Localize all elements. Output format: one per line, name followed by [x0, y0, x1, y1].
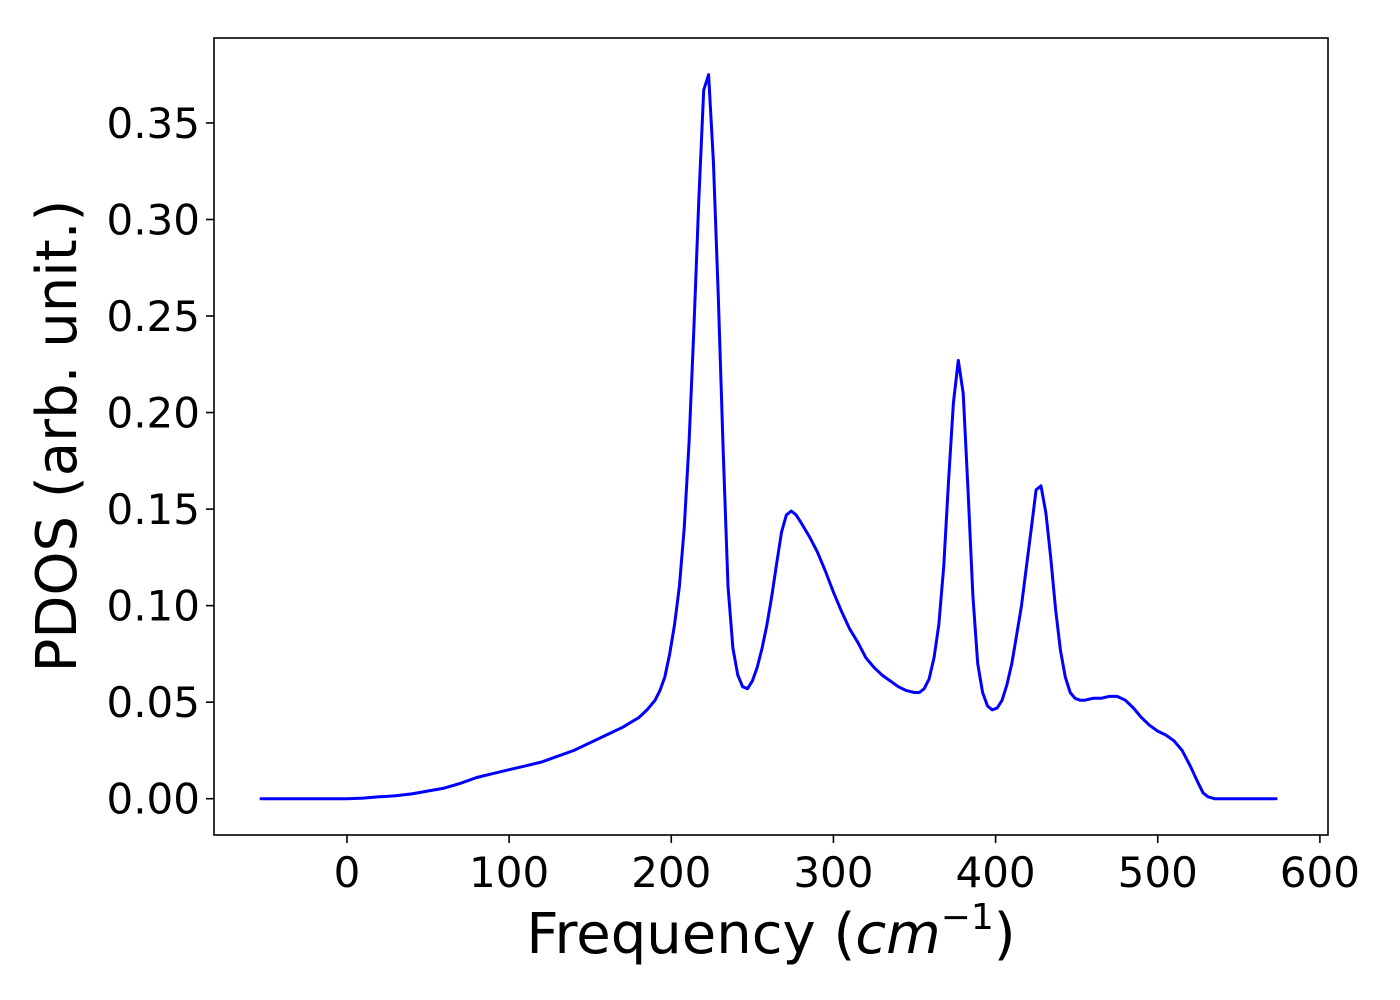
- x-axis-title-close: ): [994, 902, 1016, 967]
- y-tick-label: 0.35: [106, 99, 200, 148]
- x-axis-title-unit: cm: [855, 902, 940, 967]
- x-tick-label: 0: [334, 848, 361, 897]
- y-tick-label: 0.15: [106, 485, 200, 534]
- plot-frame: [213, 37, 1329, 836]
- x-tick-label: 200: [631, 848, 711, 897]
- x-axis-title-exponent: −1: [941, 897, 994, 938]
- y-tick-label: 0.30: [106, 195, 200, 244]
- x-tick-label: 400: [955, 848, 1035, 897]
- x-axis-title: Frequency (cm−1): [526, 897, 1015, 967]
- x-tick-label: 100: [469, 848, 549, 897]
- y-tick-label: 0.05: [106, 678, 200, 727]
- x-tick-label: 600: [1280, 848, 1360, 897]
- x-axis-ticks: 0 100 200 300 400 500 600: [334, 835, 1360, 897]
- series-layer: [259, 73, 1278, 801]
- pdos-series-line: [259, 73, 1278, 801]
- y-axis-ticks: 0.00 0.05 0.10 0.15 0.20 0.25 0.30 0.35: [106, 99, 214, 824]
- y-tick-label: 0.00: [106, 775, 200, 824]
- x-axis-title-text: Frequency (: [526, 902, 855, 967]
- y-axis-title: PDOS (arb. unit.): [25, 200, 90, 673]
- x-tick-label: 300: [793, 848, 873, 897]
- x-tick-label: 500: [1118, 848, 1198, 897]
- y-tick-label: 0.10: [106, 582, 200, 631]
- y-tick-label: 0.25: [106, 292, 200, 341]
- y-tick-label: 0.20: [106, 389, 200, 438]
